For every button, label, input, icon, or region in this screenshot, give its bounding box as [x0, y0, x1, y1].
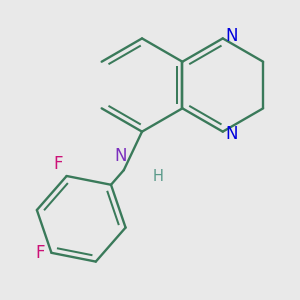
Text: N: N [115, 147, 127, 165]
Text: N: N [226, 125, 238, 143]
Text: F: F [53, 155, 63, 173]
Text: N: N [226, 27, 238, 45]
Text: H: H [152, 169, 163, 184]
Text: F: F [36, 244, 45, 262]
